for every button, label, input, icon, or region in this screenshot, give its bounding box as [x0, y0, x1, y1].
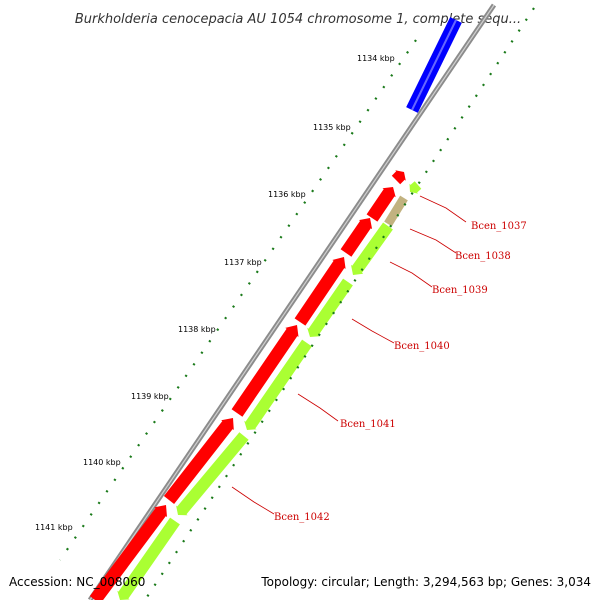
tan-feature: [384, 195, 408, 227]
blue-feature: [406, 17, 462, 113]
kbp-label-1135: 1135 kbp: [313, 123, 351, 132]
kbp-label-1136: 1136 kbp: [268, 190, 306, 199]
reverse-cds-track: [117, 181, 422, 600]
gene-bcen-1039-arrow[interactable]: [340, 218, 373, 257]
gene-bcen-1040-arrow[interactable]: [294, 257, 346, 326]
reverse-gene-arrow-3[interactable]: [307, 278, 353, 337]
gene-label-bcen-1039[interactable]: Bcen_1039: [432, 285, 488, 296]
gene-bcen-1042-arrow[interactable]: [163, 418, 234, 504]
gene-label-bcen-1041[interactable]: Bcen_1041: [340, 419, 396, 430]
inner-tick-ring: [144, 7, 535, 600]
kbp-label-1134: 1134 kbp: [357, 54, 395, 63]
kbp-label-1140: 1140 kbp: [83, 458, 121, 467]
gene-label-bcen-1037[interactable]: Bcen_1037: [471, 221, 527, 232]
kbp-label-1139: 1139 kbp: [131, 392, 169, 401]
map-title: Burkholderia cenocepacia AU 1054 chromos…: [75, 12, 521, 27]
gene-bcen-1038-arrow[interactable]: [366, 187, 396, 222]
genome-backbone: [87, 3, 497, 600]
gene-bcen-1037-arrow[interactable]: [391, 170, 406, 185]
kbp-label-1141: 1141 kbp: [35, 523, 73, 532]
reverse-gene-arrow-4[interactable]: [244, 339, 312, 430]
kbp-label-1138: 1138 kbp: [178, 325, 216, 334]
kbp-label-1137: 1137 kbp: [224, 258, 262, 267]
gene-label-bcen-1040[interactable]: Bcen_1040: [394, 341, 450, 352]
topology-summary: Topology: circular; Length: 3,294,563 bp…: [260, 575, 591, 589]
gene-bcen-1041-arrow[interactable]: [231, 325, 299, 417]
accession-text: Accession: NC_008060: [9, 575, 145, 589]
gene-label-bcen-1038[interactable]: Bcen_1038: [455, 251, 511, 262]
reverse-gene-arrow-5[interactable]: [176, 432, 249, 516]
reverse-gene-arrow-6[interactable]: [117, 517, 180, 600]
reverse-gene-arrow-1[interactable]: [409, 181, 422, 194]
gene-label-bcen-1042[interactable]: Bcen_1042: [274, 512, 330, 523]
outer-tick-ring: [59, 39, 417, 561]
reverse-gene-arrow-2[interactable]: [351, 222, 393, 276]
gene-leader-lines: [231, 195, 467, 515]
forward-cds-track: [89, 170, 406, 600]
gene-upstream-arrow[interactable]: [89, 505, 167, 600]
